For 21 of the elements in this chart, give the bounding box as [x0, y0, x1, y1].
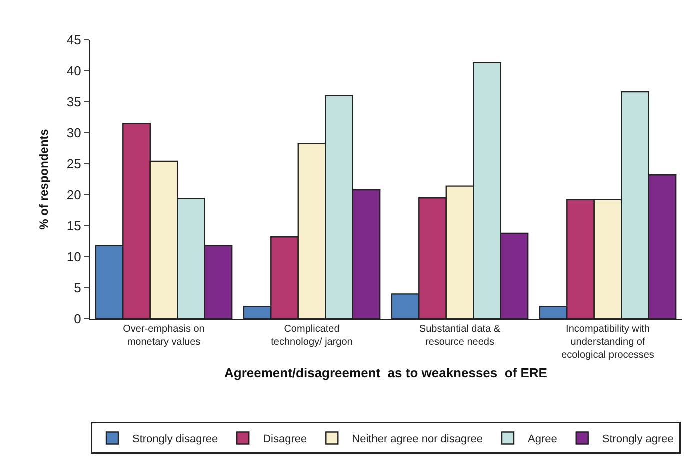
y-tick-label: 0	[74, 312, 82, 327]
x-tick-label: Substantial data & resource needs	[419, 324, 501, 348]
legend-label: Agree	[528, 434, 558, 446]
x-tick-label: Incompatibility with understanding of ecological processes	[562, 324, 654, 361]
legend-label: Neither agree nor disagree	[352, 434, 483, 446]
y-tick-label: 30	[66, 126, 82, 141]
x-axis-title: Agreement/disagreement as to weaknesses of ERE	[224, 366, 548, 381]
x-tick-label: Complicated technology/ jargon	[271, 324, 353, 348]
legend-label: Disagree	[263, 434, 308, 446]
y-tick-label: 15	[66, 218, 82, 234]
x-tick-label: Over-emphasis on monetary values	[123, 324, 205, 348]
y-tick-label: 5	[74, 280, 82, 296]
y-tick-label: 25	[66, 156, 82, 172]
legend-label: Strongly disagree	[132, 434, 218, 446]
y-tick-label: 35	[66, 94, 82, 110]
legend-label: Strongly agree	[602, 434, 674, 446]
y-tick-label: 40	[66, 64, 82, 79]
y-tick-label: 10	[66, 250, 82, 265]
y-tick-label: 20	[66, 188, 82, 203]
y-axis-title: % of respondents	[37, 128, 52, 230]
y-tick-label: 45	[66, 32, 82, 48]
